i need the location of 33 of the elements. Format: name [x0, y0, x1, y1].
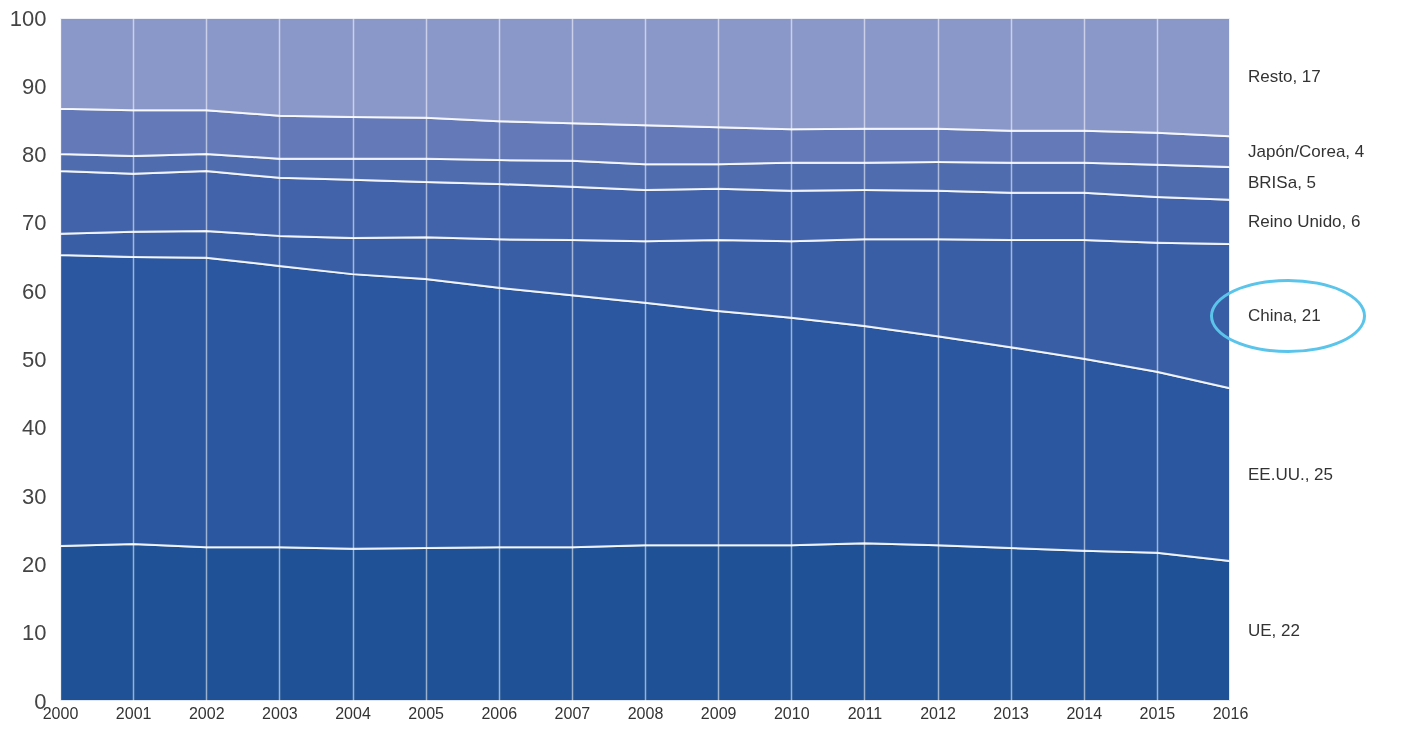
series-label: UE, 22: [1248, 620, 1300, 640]
x-tick-label: 2001: [115, 704, 152, 722]
y-tick-label: 50: [22, 347, 47, 372]
y-tick-label: 40: [22, 415, 47, 441]
x-tick-label: 2007: [554, 704, 591, 722]
series-label: EE.UU., 25: [1248, 464, 1334, 484]
y-tick-label: 60: [22, 278, 47, 304]
x-tick-label: 2006: [481, 704, 518, 722]
y-tick-label: 100: [9, 5, 47, 31]
y-tick-label: 20: [22, 551, 47, 577]
x-tick-label: 2003: [262, 704, 298, 722]
y-tick-label: 30: [22, 483, 47, 509]
y-tick-label: 70: [22, 210, 47, 236]
series-label: Reino Unido, 6: [1248, 211, 1361, 231]
x-tick-label: 2015: [1139, 704, 1176, 722]
series-label: China, 21: [1248, 306, 1321, 326]
x-tick-label: 2010: [773, 704, 810, 722]
x-tick-label: 2011: [847, 704, 883, 722]
series-label: Japón/Corea, 4: [1248, 141, 1365, 161]
x-tick-label: 2009: [700, 704, 737, 722]
x-tick-label: 2012: [920, 704, 956, 722]
x-tick-label: 2008: [627, 704, 664, 722]
series-label: Resto, 17: [1248, 67, 1321, 87]
x-tick-label: 2014: [1066, 704, 1103, 722]
y-tick-label: 90: [22, 73, 47, 99]
y-tick-label: 10: [22, 620, 47, 646]
x-tick-label: 2013: [993, 704, 1030, 722]
x-tick-label: 2016: [1212, 704, 1249, 722]
series-label: BRISa, 5: [1248, 173, 1317, 193]
x-tick-label: 2004: [335, 704, 371, 722]
x-tick-label: 2002: [188, 704, 225, 722]
x-tick-label: 2005: [408, 704, 445, 722]
y-tick-label: 80: [22, 142, 47, 168]
